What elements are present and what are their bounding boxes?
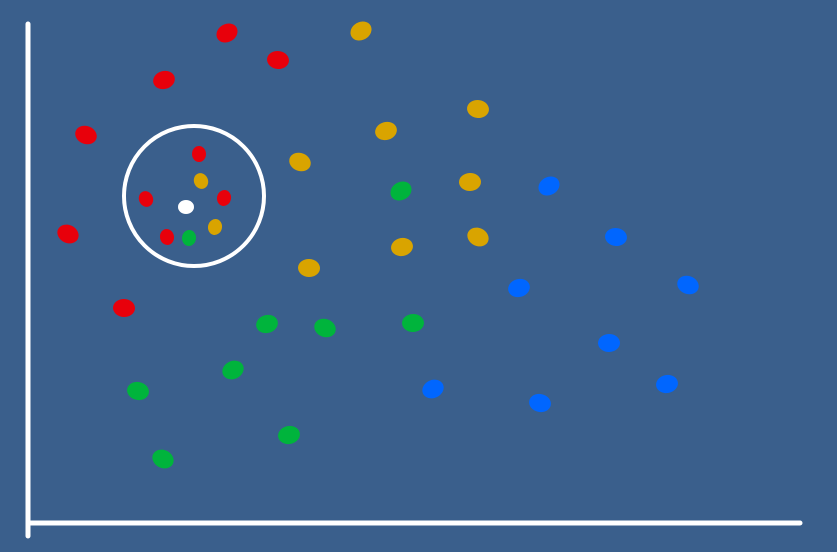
neighborhood-circle [122, 124, 266, 268]
data-points [57, 21, 699, 469]
blue-point [538, 176, 560, 196]
blue-point [677, 275, 699, 295]
green-point [152, 449, 174, 469]
blue-point [529, 393, 551, 413]
red-point [191, 146, 207, 162]
blue-point [508, 278, 530, 298]
green-point [390, 181, 412, 201]
blue-point [598, 333, 620, 353]
green-point [127, 381, 149, 401]
green-point [314, 318, 336, 338]
red-point [153, 70, 175, 90]
gold-point [467, 99, 489, 119]
green-point [402, 313, 424, 333]
red-point [138, 191, 154, 207]
red-point [216, 23, 238, 43]
gold-point [289, 152, 311, 172]
blue-point [422, 379, 444, 399]
gold-point [467, 227, 489, 247]
red-point [57, 224, 79, 244]
gold-point [298, 258, 320, 278]
red-point [216, 190, 232, 206]
green-point [222, 360, 244, 380]
blue-point [656, 374, 678, 394]
red-point [75, 125, 97, 145]
gold-point [391, 237, 413, 257]
gold-point [350, 21, 372, 41]
red-point [267, 50, 289, 70]
green-point [181, 230, 197, 246]
red-point [113, 298, 135, 318]
gold-point [193, 173, 209, 189]
gold-point [207, 219, 223, 235]
gold-point [375, 121, 397, 141]
query-point [178, 200, 194, 214]
green-point [278, 425, 300, 445]
blue-point [605, 227, 627, 247]
green-point [256, 314, 278, 334]
red-point [159, 229, 175, 245]
gold-point [459, 172, 481, 192]
